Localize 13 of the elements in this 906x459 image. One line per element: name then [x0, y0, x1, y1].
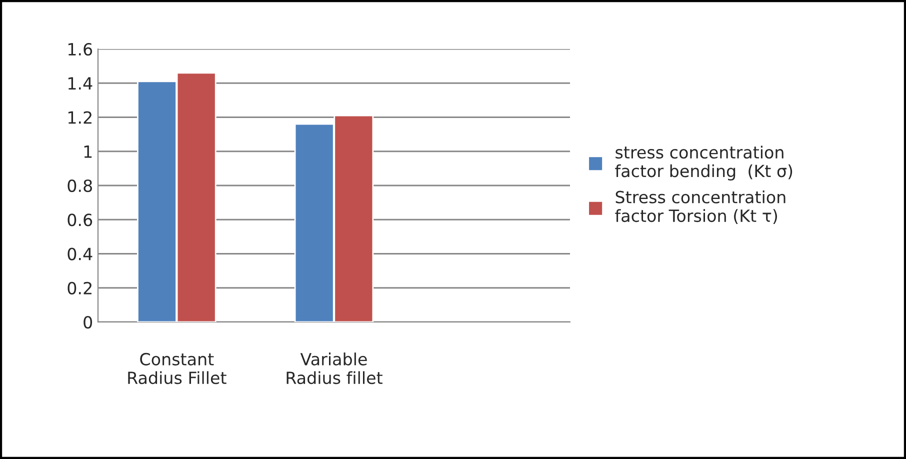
y-tick-label: 1.4 — [68, 77, 92, 90]
y-tick-label: 0.4 — [68, 248, 92, 260]
y-tick-label: 0.6 — [68, 214, 92, 226]
x-tick-label: Variable Radius fillet — [286, 352, 382, 384]
y-tick-label: 0.8 — [68, 179, 92, 192]
y-tick-label: 1 — [84, 146, 92, 158]
legend-label: stress concentration factor bending (Kt σ) — [615, 146, 792, 180]
y-tick-label: 0.2 — [68, 282, 92, 294]
y-tick-label: 1.6 — [68, 42, 92, 56]
x-tick-label: Constant Radius Fillet — [128, 352, 226, 384]
y-tick-label: 0 — [84, 316, 92, 329]
y-tick-label: 1.2 — [68, 111, 92, 124]
legend-label: Stress concentration factor Torsion (Kt τ) — [615, 190, 786, 224]
